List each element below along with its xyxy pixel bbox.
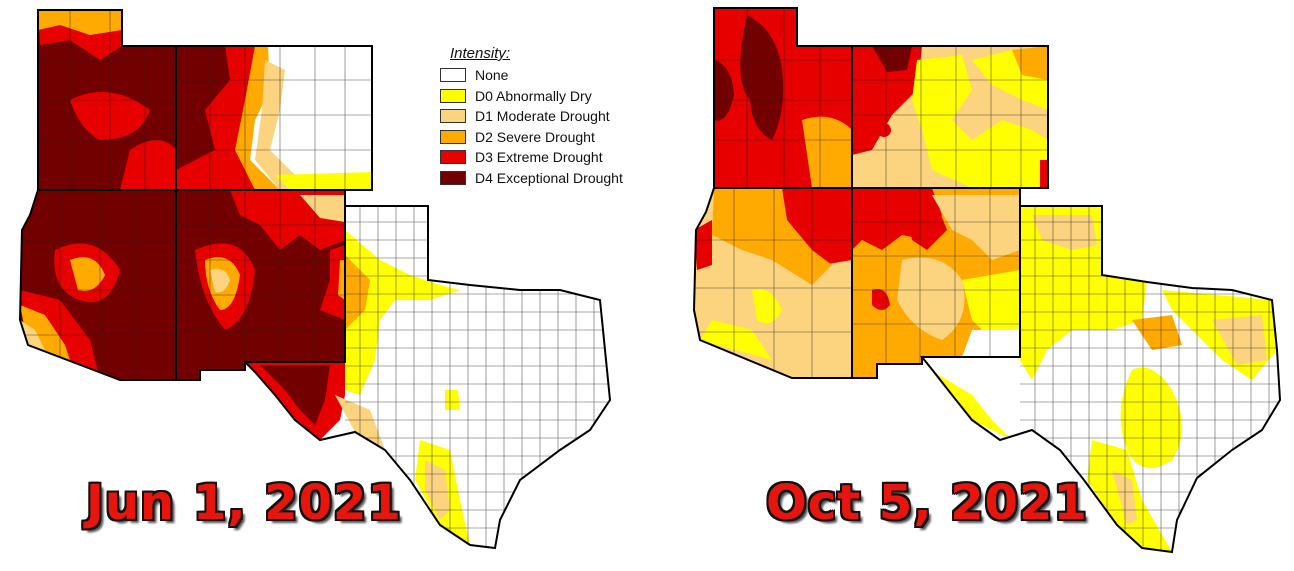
- legend-item-d1: D1 Moderate Drought: [440, 106, 660, 127]
- legend-label: D0 Abnormally Dry: [475, 87, 592, 104]
- legend-title: Intensity:: [450, 45, 511, 62]
- date-label-oct: Oct 5, 2021: [766, 475, 1088, 531]
- drought-map-oct-2021: [692, 7, 1282, 554]
- legend-swatch-d4: [440, 170, 466, 185]
- legend-swatch-d1: [440, 109, 466, 124]
- arizona-region: [694, 188, 852, 378]
- legend-label: None: [475, 67, 509, 84]
- date-label-jun: Jun 1, 2021: [86, 475, 402, 531]
- legend-item-d2: D2 Severe Drought: [440, 127, 660, 148]
- legend-item-d4: D4 Exceptional Drought: [440, 168, 660, 189]
- new-mexico-region: [176, 190, 345, 380]
- texas-region: [245, 206, 610, 548]
- utah-region: [714, 8, 852, 188]
- drought-map-jun-2021: [18, 9, 612, 550]
- new-mexico-region: [852, 188, 1020, 378]
- legend-swatch-d3: [440, 150, 466, 165]
- state-borders: [18, 9, 612, 550]
- arizona-region: [20, 190, 176, 380]
- state-borders: [692, 7, 1282, 554]
- intensity-legend: Intensity: None D0 Abnormally Dry D1 Mod…: [440, 45, 660, 188]
- legend-item-none: None: [440, 65, 660, 86]
- legend-label: D3 Extreme Drought: [475, 149, 603, 166]
- legend-swatch-d0: [440, 88, 466, 103]
- county-lines: [694, 8, 1280, 552]
- colorado-region: [176, 46, 372, 190]
- legend-label: D1 Moderate Drought: [475, 108, 610, 125]
- legend-swatch-d2: [440, 129, 466, 144]
- legend-label: D2 Severe Drought: [475, 128, 595, 145]
- texas-region: [922, 206, 1280, 552]
- legend-item-d0: D0 Abnormally Dry: [440, 86, 660, 107]
- colorado-region: [852, 46, 1048, 188]
- legend-swatch-none: [440, 68, 466, 83]
- legend-label: D4 Exceptional Drought: [475, 169, 623, 186]
- legend-item-d3: D3 Extreme Drought: [440, 147, 660, 168]
